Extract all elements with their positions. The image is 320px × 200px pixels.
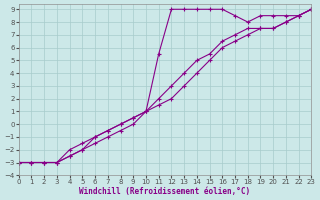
X-axis label: Windchill (Refroidissement éolien,°C): Windchill (Refroidissement éolien,°C) xyxy=(79,187,251,196)
